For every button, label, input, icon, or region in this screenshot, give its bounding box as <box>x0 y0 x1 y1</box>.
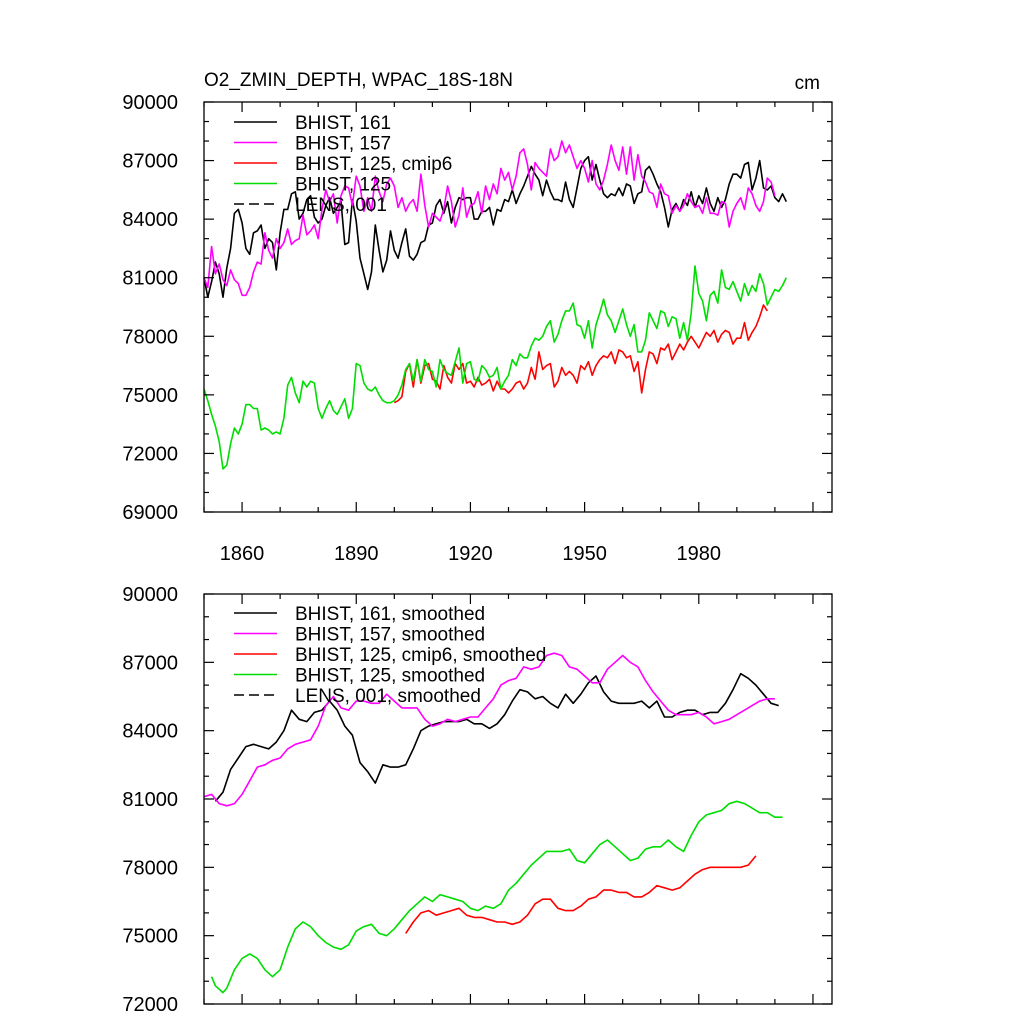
x-tick-label: 1860 <box>220 543 265 565</box>
legend-label-4: LENS, 001 <box>295 195 387 216</box>
legend-label-4: LENS, 001, smoothed <box>295 686 481 707</box>
y-tick-label: 72000 <box>122 994 178 1016</box>
y-tick-label: 87000 <box>122 151 178 173</box>
legend-label-1: BHIST, 157 <box>295 134 391 155</box>
y-tick-label: 90000 <box>122 584 178 606</box>
series-line-3 <box>203 265 788 470</box>
y-tick-label: 78000 <box>122 326 178 348</box>
y-tick-label: 84000 <box>122 209 178 231</box>
x-tick-label: 1980 <box>677 543 722 565</box>
legend-label-0: BHIST, 161 <box>295 113 391 134</box>
chart-title: O2_ZMIN_DEPTH, WPAC_18S-18N <box>204 70 513 91</box>
y-tick-label: 75000 <box>122 926 178 948</box>
legend-label-2: BHIST, 125, cmip6, smoothed <box>295 645 546 666</box>
legend-label-0: BHIST, 161, smoothed <box>295 604 485 625</box>
y-tick-label: 69000 <box>122 502 178 524</box>
x-tick-label: 1890 <box>334 543 379 565</box>
legend-label-3: BHIST, 125, smoothed <box>295 666 485 687</box>
chart-panel-top: 69000 72000 75000 78000 81000 84000 87000 90000… <box>122 70 833 565</box>
y-tick-label: 72000 <box>122 443 178 465</box>
y-tick-label: 87000 <box>122 652 178 674</box>
series-line-1 <box>203 140 776 297</box>
y-tick-label: 90000 <box>122 92 178 114</box>
series-line-0 <box>203 155 788 298</box>
legend-label-2: BHIST, 125, cmip6 <box>295 154 452 175</box>
series-line-0 <box>214 672 779 802</box>
y-tick-label: 75000 <box>122 385 178 407</box>
legend-label-3: BHIST, 125 <box>295 175 391 196</box>
units-label: cm <box>795 73 820 94</box>
plot-frame <box>203 101 833 513</box>
legend-label-1: BHIST, 157, smoothed <box>295 625 485 646</box>
y-tick-label: 78000 <box>122 857 178 879</box>
series-line-1 <box>203 652 775 807</box>
y-tick-label: 84000 <box>122 721 178 743</box>
y-tick-label: 81000 <box>122 789 178 811</box>
x-tick-label: 1950 <box>562 543 607 565</box>
series-line-2 <box>393 304 768 404</box>
series-line-3 <box>210 800 783 994</box>
x-tick-label: 1920 <box>448 543 493 565</box>
chart-panel-bottom: 72000 75000 78000 81000 84000 87000 90000 BHIST… <box>122 584 833 1016</box>
y-tick-label: 81000 <box>122 268 178 290</box>
series-line-2 <box>405 855 757 934</box>
